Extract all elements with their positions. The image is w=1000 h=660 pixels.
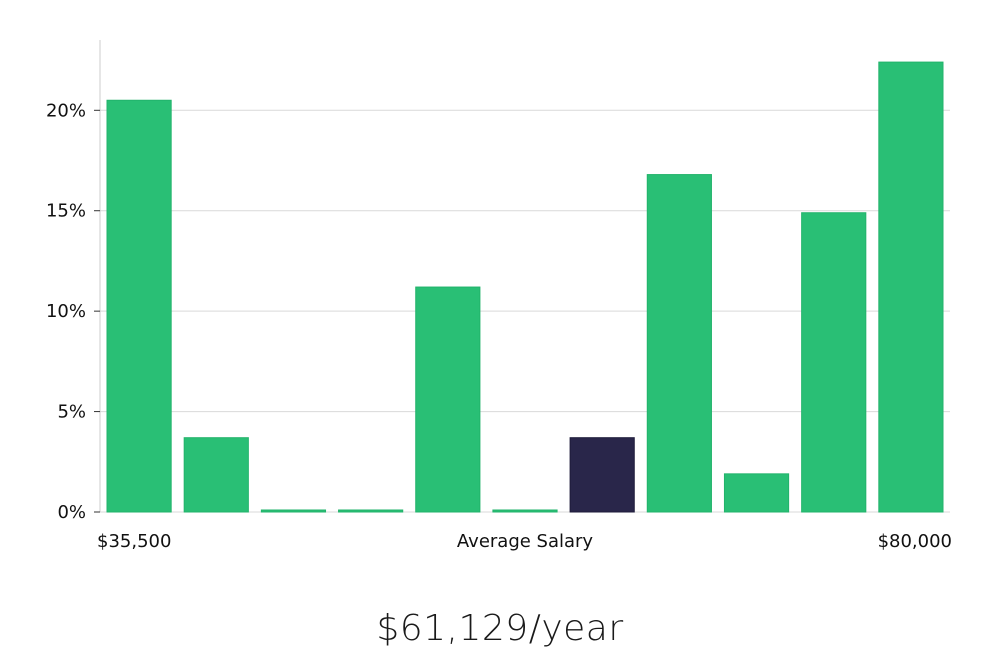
y-axis-ticks: 0% 5% 10% 15% 20% <box>46 100 100 523</box>
bar <box>415 286 481 513</box>
bar <box>338 509 404 513</box>
bar-average-salary <box>569 437 635 513</box>
y-tick-label: 20% <box>46 100 86 121</box>
y-tick-label: 15% <box>46 201 86 222</box>
bar <box>723 473 790 513</box>
bar <box>646 174 712 513</box>
x-label-max: $80,000 <box>878 531 952 552</box>
y-tick-label: 10% <box>46 301 86 322</box>
bar <box>106 99 172 513</box>
y-tick-label: 5% <box>57 402 86 423</box>
bar <box>878 61 944 513</box>
y-tick-label: 0% <box>57 502 86 523</box>
salary-distribution-chart: 0% 5% 10% 15% 20% $35,500 Average Salary $80… <box>46 40 952 552</box>
bar <box>260 509 327 513</box>
bar <box>801 212 867 513</box>
bar <box>492 509 558 513</box>
bar <box>183 437 249 513</box>
x-label-average-salary: Average Salary <box>457 531 594 552</box>
bars <box>106 61 944 513</box>
average-salary-value: $61,129/year <box>376 608 624 649</box>
x-label-min: $35,500 <box>97 531 171 552</box>
